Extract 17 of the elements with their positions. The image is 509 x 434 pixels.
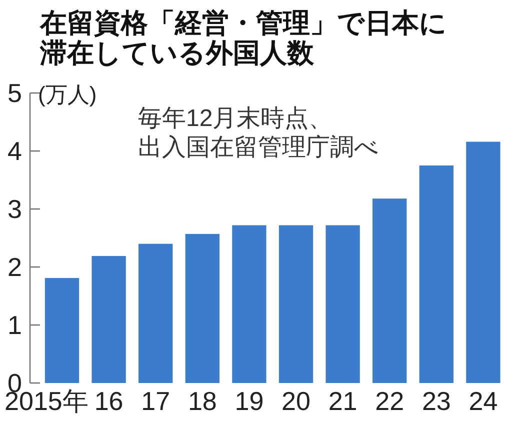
- x-tick-label: 23: [422, 386, 451, 416]
- x-tick-label: 18: [188, 386, 217, 416]
- x-tick-label: 22: [375, 386, 404, 416]
- ylabel: (万人): [38, 82, 97, 107]
- x-tick-label: 24: [468, 386, 498, 416]
- y-tick-label: 5: [8, 78, 22, 108]
- x-tick-label: 19: [234, 386, 264, 416]
- y-tick-label: 3: [8, 194, 22, 224]
- annotation: 毎年12月末時点、出入国在留管理庁調べ: [138, 105, 379, 161]
- title: 在留資格「経営・管理」で日本に滞在している外国人数: [40, 8, 447, 68]
- y-tick-label: 1: [8, 310, 22, 340]
- y-tick-label: 4: [8, 136, 22, 166]
- x-tick-label: 20: [282, 386, 310, 416]
- x-tick-label: 21: [328, 386, 358, 416]
- x-tick-label: 16: [94, 386, 124, 416]
- y-tick-label: 2: [8, 252, 22, 282]
- x-tick-label: 17: [141, 386, 170, 416]
